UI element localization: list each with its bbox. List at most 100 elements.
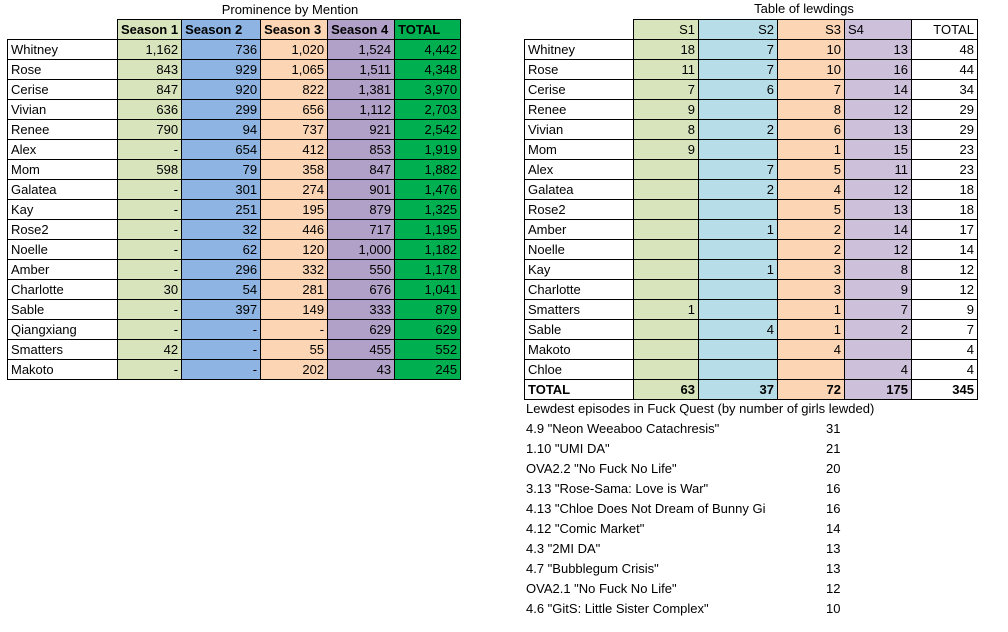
s1-value: 9 xyxy=(633,139,699,160)
episode-count: 20 xyxy=(826,461,841,476)
table-row: Cerise 7 6 7 14 34 xyxy=(524,79,978,100)
total-value: 12 xyxy=(911,279,978,300)
episode-name: 4.3 "2MI DA" xyxy=(526,541,601,556)
total-value: 245 xyxy=(394,359,462,380)
episode-count: 12 xyxy=(826,581,841,596)
character-name: Rose2 xyxy=(7,219,118,240)
s1-value xyxy=(633,219,699,240)
s4-value: 15 xyxy=(844,139,912,160)
season1-value: - xyxy=(116,259,183,280)
season3-value: 149 xyxy=(260,299,329,320)
s2-value xyxy=(698,239,778,260)
season1-value: - xyxy=(116,219,183,240)
table-row: Mom 9 1 15 23 xyxy=(524,139,978,160)
season3-value: 120 xyxy=(260,239,329,260)
total-value: 4,442 xyxy=(394,39,462,60)
character-name: Alex xyxy=(7,139,118,160)
s1-value: 9 xyxy=(633,99,699,120)
season4-value: 847 xyxy=(327,159,396,180)
total-value: 9 xyxy=(911,299,978,320)
character-name: Smatters xyxy=(7,339,118,360)
table-row: Vivian 8 2 6 13 29 xyxy=(524,119,978,140)
table-row: Alex 7 5 11 23 xyxy=(524,159,978,180)
column-header: S1 xyxy=(633,19,699,40)
s4-value: 175 xyxy=(844,379,912,400)
s2-value: 7 xyxy=(698,39,778,60)
s1-value: 1 xyxy=(633,299,699,320)
prominence-title: Prominence by Mention xyxy=(221,2,359,17)
season3-value: 195 xyxy=(260,199,329,220)
s2-value: 1 xyxy=(698,219,778,240)
season1-value: 847 xyxy=(116,79,183,100)
s2-value: 1 xyxy=(698,259,778,280)
table-row: Galatea -301 274 901 1,476 xyxy=(7,179,462,200)
s4-value: 16 xyxy=(844,59,912,80)
s3-value: 1 xyxy=(777,299,845,320)
season1-value: - xyxy=(116,179,183,200)
episodes-list: 4.9 "Neon Weeaboo Catachresis" 31 1.10 "UM… xyxy=(526,419,856,619)
s2-value xyxy=(698,139,778,160)
table-row: Mom 598 79 358 847 1,882 xyxy=(7,159,462,180)
s4-value: 13 xyxy=(844,39,912,60)
s2-value xyxy=(698,99,778,120)
episode-name: 4.12 "Comic Market" xyxy=(526,521,645,536)
list-item: 4.13 "Chloe Does Not Dream of Bunny Gi 16 xyxy=(526,499,856,519)
s2-value xyxy=(698,359,778,380)
s4-value: 12 xyxy=(844,239,912,260)
table-row: Noelle -62 120 1,000 1,182 xyxy=(7,239,462,260)
s3-value: 2 xyxy=(777,239,845,260)
total-value: 4,348 xyxy=(394,59,462,80)
s1-value: 8 xyxy=(633,119,699,140)
s1-value xyxy=(633,159,699,180)
table-row: Makoto 4 4 xyxy=(524,339,978,360)
season2-value: 920 xyxy=(181,79,262,100)
season3-value: 446 xyxy=(260,219,329,240)
season1-value: - xyxy=(116,319,183,340)
table-row: Smatters 42-55 455 552 xyxy=(7,339,462,360)
s3-value: 5 xyxy=(777,159,845,180)
season3-value: - xyxy=(260,319,329,340)
episode-name: OVA2.1 "No Fuck No Life" xyxy=(526,581,677,596)
table-row: Rose2-32 446 717 1,195 xyxy=(7,219,462,240)
s4-value: 11 xyxy=(844,159,912,180)
table-row: Whitney 18 7 10 13 48 xyxy=(524,39,978,60)
season2-value: - xyxy=(181,359,262,380)
character-name: Chloe xyxy=(524,359,634,380)
character-name: Renee xyxy=(7,119,118,140)
character-name: Smatters xyxy=(524,299,634,320)
character-name: Qiangxiang xyxy=(7,319,118,340)
season2-value: 299 xyxy=(181,99,262,120)
total-value: 2,703 xyxy=(394,99,462,120)
episode-count: 14 xyxy=(826,521,841,536)
total-value: 44 xyxy=(911,59,978,80)
character-name: Cerise xyxy=(524,79,634,100)
total-value: 1,325 xyxy=(394,199,462,220)
season2-value: 654 xyxy=(181,139,262,160)
season3-value: 274 xyxy=(260,179,329,200)
total-value: 4 xyxy=(911,339,978,360)
s1-value xyxy=(633,319,699,340)
season3-value: 412 xyxy=(260,139,329,160)
character-name: Vivian xyxy=(7,99,118,120)
character-name: Cerise xyxy=(7,79,118,100)
character-name: Sable xyxy=(7,299,118,320)
s3-value: 1 xyxy=(777,319,845,340)
s3-value: 7 xyxy=(777,79,845,100)
column-header: S2 xyxy=(698,19,778,40)
table-row: Whitney 1,162 736 1,020 1,524 4,442 xyxy=(7,39,462,60)
table-row: Amber -296 332 550 1,178 xyxy=(7,259,462,280)
season3-value: 281 xyxy=(260,279,329,300)
total-value: 7 xyxy=(911,319,978,340)
character-name: Rose xyxy=(524,59,634,80)
season3-value: 202 xyxy=(260,359,329,380)
episode-count: 13 xyxy=(826,541,841,556)
totals-row: TOTAL 63 37 72 175 345 xyxy=(524,379,978,400)
total-value: 629 xyxy=(394,319,462,340)
episode-name: 3.13 "Rose-Sama: Love is War" xyxy=(526,481,709,496)
season4-value: 1,524 xyxy=(327,39,396,60)
season3-value: 656 xyxy=(260,99,329,120)
character-name: Charlotte xyxy=(7,279,118,300)
lewdings-table: S1 S2 S3 S4 TOTAL Whitney 18 7 10 13 48 Rose 11 7 10 16… xyxy=(524,19,978,400)
episode-name: 4.13 "Chloe Does Not Dream of Bunny Gi xyxy=(526,501,766,516)
season1-value: 636 xyxy=(116,99,183,120)
